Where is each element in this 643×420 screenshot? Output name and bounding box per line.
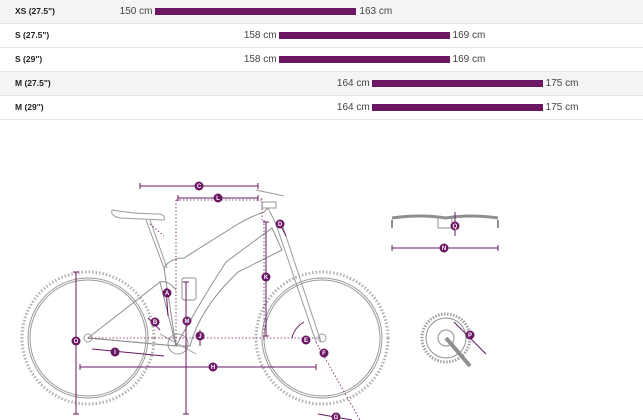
svg-text:I: I <box>114 350 116 356</box>
bike-drawing <box>20 189 390 406</box>
svg-text:O: O <box>74 339 79 345</box>
height-range-bar <box>278 56 450 63</box>
size-row: M (27.5") 164 cm 175 cm <box>0 72 643 96</box>
marker-g: G <box>331 412 341 420</box>
max-height-text: 169 cm <box>452 54 486 65</box>
marker-d: D <box>275 219 285 229</box>
svg-text:F: F <box>322 351 326 357</box>
size-label: S (29") <box>15 54 43 64</box>
marker-i: I <box>110 347 120 357</box>
svg-text:D: D <box>278 222 283 228</box>
size-row: M (29") 164 cm 175 cm <box>0 96 643 120</box>
seatpost-saddle <box>111 209 168 269</box>
marker-k: K <box>261 272 271 282</box>
svg-text:P: P <box>468 333 472 339</box>
svg-text:L: L <box>216 196 220 202</box>
marker-a: A <box>162 288 172 298</box>
height-range-bar <box>278 32 450 39</box>
min-height-text: 164 cm <box>336 102 370 113</box>
marker-h: H <box>208 362 218 372</box>
max-height-text: 169 cm <box>452 30 486 41</box>
height-range-bar <box>371 104 543 111</box>
size-label: S (27.5") <box>15 30 50 40</box>
max-height-text: 175 cm <box>545 78 579 89</box>
svg-text:A: A <box>165 291 170 297</box>
size-label: XS (27.5") <box>15 6 55 16</box>
marker-m: M <box>182 316 192 326</box>
marker-c: C <box>194 181 204 191</box>
height-range-bar <box>371 80 543 87</box>
max-height-text: 175 cm <box>545 102 579 113</box>
marker-j: J <box>195 331 205 341</box>
max-height-text: 163 cm <box>359 6 393 17</box>
min-height-text: 164 cm <box>336 78 370 89</box>
size-label: M (27.5") <box>15 78 51 88</box>
size-range-table: XS (27.5") 150 cm 163 cm S (27.5") 158 c… <box>0 0 643 120</box>
marker-o: O <box>71 336 81 346</box>
svg-text:H: H <box>211 365 215 371</box>
frame <box>86 207 283 347</box>
crankset <box>159 333 197 355</box>
handlebar-detail <box>391 212 499 251</box>
svg-text:B: B <box>153 320 158 326</box>
front-wheel <box>254 270 390 406</box>
marker-p: P <box>465 330 475 340</box>
chainring-detail <box>420 312 487 368</box>
marker-b: B <box>150 317 160 327</box>
min-height-text: 158 cm <box>243 30 277 41</box>
marker-f: F <box>319 348 329 358</box>
marker-e: E <box>301 335 311 345</box>
svg-text:J: J <box>198 334 201 340</box>
size-row: S (27.5") 158 cm 169 cm <box>0 24 643 48</box>
size-row: XS (27.5") 150 cm 163 cm <box>0 0 643 24</box>
dimension-markers: C L D K A B M J O I H E F G Q N P <box>71 181 475 420</box>
svg-text:Q: Q <box>453 224 458 230</box>
dimension-lines <box>73 183 353 420</box>
svg-text:K: K <box>264 275 269 281</box>
bike-geometry-diagram: C L D K A B M J O I H E F G Q N P <box>0 132 643 420</box>
svg-text:N: N <box>442 246 446 252</box>
svg-text:C: C <box>197 184 202 190</box>
height-range-bar <box>154 8 357 15</box>
reference-lines <box>88 198 361 420</box>
marker-l: L <box>213 193 223 203</box>
min-height-text: 150 cm <box>119 6 153 17</box>
svg-text:M: M <box>185 319 190 325</box>
size-row: S (29") 158 cm 169 cm <box>0 48 643 72</box>
size-label: M (29") <box>15 102 44 112</box>
marker-n: N <box>439 243 449 253</box>
marker-q: Q <box>450 221 460 231</box>
min-height-text: 158 cm <box>243 54 277 65</box>
svg-text:G: G <box>334 415 339 420</box>
svg-text:E: E <box>304 338 308 344</box>
